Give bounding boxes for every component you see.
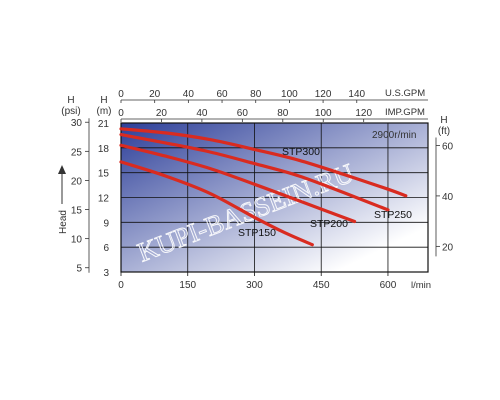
- m-tick-label-15: 15: [98, 169, 110, 180]
- m-tick-label-21: 21: [98, 119, 110, 130]
- grid-lines: [121, 123, 428, 272]
- m-axis-letter: H: [100, 95, 107, 106]
- bottom-tick-label-150: 150: [179, 280, 196, 291]
- bottom-tick-label-300: 300: [246, 280, 263, 291]
- psi-tick-label-10: 10: [71, 235, 83, 246]
- m-tick-label-9: 9: [103, 218, 109, 229]
- head-side-label: Head: [58, 210, 69, 234]
- us-gpm-tick-label-140: 140: [348, 89, 365, 100]
- m-tick-label-12: 12: [98, 194, 110, 205]
- curve-stp200: [119, 143, 357, 224]
- imp-gpm-tick-label-120: 120: [355, 108, 372, 119]
- imp-gpm-tick-label-80: 80: [277, 108, 289, 119]
- ft-tick-label-40: 40: [442, 192, 454, 203]
- bottom-axis: 0 150 300 450 600: [118, 272, 397, 291]
- psi-tick-label-15: 15: [71, 206, 83, 217]
- us-gpm-tick-label-20: 20: [149, 89, 161, 100]
- us-gpm-tick-label-100: 100: [281, 89, 298, 100]
- left-axes: 3 6 9 12 15 18 21 5 10 15 20 25 30: [71, 118, 110, 279]
- us-gpm-axis-label: U.S.GPM: [385, 88, 425, 99]
- m-tick-label-18: 18: [98, 144, 110, 155]
- imp-gpm-tick-label-60: 60: [237, 108, 249, 119]
- psi-tick-label-25: 25: [71, 147, 83, 158]
- right-axis: 20 40 60: [435, 137, 454, 257]
- psi-tick-label-20: 20: [71, 176, 83, 187]
- us-gpm-tick-label-40: 40: [183, 89, 195, 100]
- us-gpm-tick-label-60: 60: [216, 89, 228, 100]
- imp-gpm-tick-label-0: 0: [118, 108, 124, 119]
- m-tick-label-6: 6: [103, 243, 109, 254]
- us-gpm-tick-label-80: 80: [250, 89, 262, 100]
- us-gpm-tick-label-0: 0: [118, 89, 124, 100]
- bottom-tick-label-450: 450: [313, 280, 330, 291]
- m-tick-label-3: 3: [103, 268, 109, 279]
- bottom-tick-label-600: 600: [380, 280, 397, 291]
- m-axis-unit: (m): [97, 106, 112, 117]
- psi-tick-label-5: 5: [76, 264, 82, 275]
- psi-axis-letter: H: [67, 95, 74, 106]
- ft-tick-label-20: 20: [442, 242, 454, 253]
- psi-tick-label-30: 30: [71, 118, 83, 129]
- us-gpm-tick-label-120: 120: [315, 89, 332, 100]
- bottom-tick-label-0: 0: [118, 280, 124, 291]
- curve-label-stp250: STP250: [374, 209, 412, 221]
- ft-axis-unit: (ft): [438, 126, 450, 137]
- ft-tick-label-60: 60: [442, 141, 454, 152]
- curve-stp250: [119, 133, 390, 212]
- pump-curves: STP150 STP200 STP250 STP300: [119, 127, 412, 247]
- curve-label-stp300: STP300: [282, 146, 320, 158]
- imp-gpm-tick-label-100: 100: [315, 108, 332, 119]
- speed-annotation: 2900r/min: [372, 130, 416, 141]
- imp-gpm-tick-label-40: 40: [196, 108, 208, 119]
- imp-gpm-tick-label-20: 20: [156, 108, 168, 119]
- head-arrow-icon: [58, 165, 66, 174]
- curve-stp150: [119, 160, 314, 247]
- imp-gpm-axis-label: IMP.GPM: [385, 107, 425, 118]
- curve-label-stp200: STP200: [310, 218, 348, 230]
- psi-axis-unit: (psi): [61, 106, 80, 117]
- curve-label-stp150: STP150: [238, 227, 276, 239]
- curve-stp300: [119, 127, 408, 198]
- ft-axis-letter: H: [440, 115, 447, 126]
- flow-axis-label: l/min: [411, 280, 431, 291]
